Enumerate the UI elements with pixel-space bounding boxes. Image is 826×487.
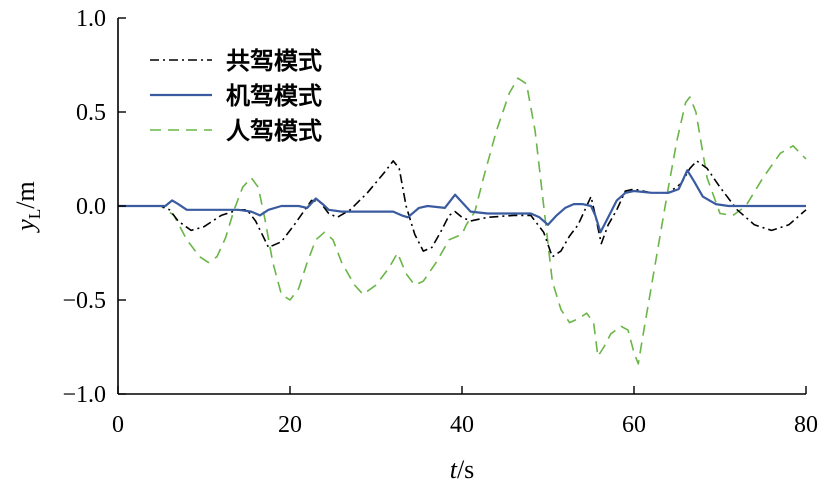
series-line-3 [118,77,807,365]
y-tick-label: 0.5 [76,100,106,126]
y-tick-label: −0.5 [62,288,106,314]
x-tick-label: 0 [112,412,124,438]
x-tick-label: 40 [450,412,474,438]
plot-lines [118,77,807,365]
series-line-1 [118,160,807,258]
y-tick-label: −1.0 [62,382,106,408]
legend-label-2: 机驾模式 [226,82,322,110]
y-tick-label: 1.0 [76,6,106,32]
legend-label-1: 共驾模式 [226,47,322,75]
x-axis-title: t/s [450,455,475,484]
x-tick-label: 20 [278,412,302,438]
y-axis-title: yL/m [11,181,44,233]
series-line-2 [118,169,806,234]
x-tick-label: 60 [622,412,646,438]
y-tick-label: 0.0 [76,194,106,220]
axes: 1.0 0.5 0.0 −0.5 −1.00 20 40 60 80 t/s yL/m [11,6,818,484]
legend-label-3: 人驾模式 [226,117,322,145]
x-tick-label: 80 [794,412,818,438]
